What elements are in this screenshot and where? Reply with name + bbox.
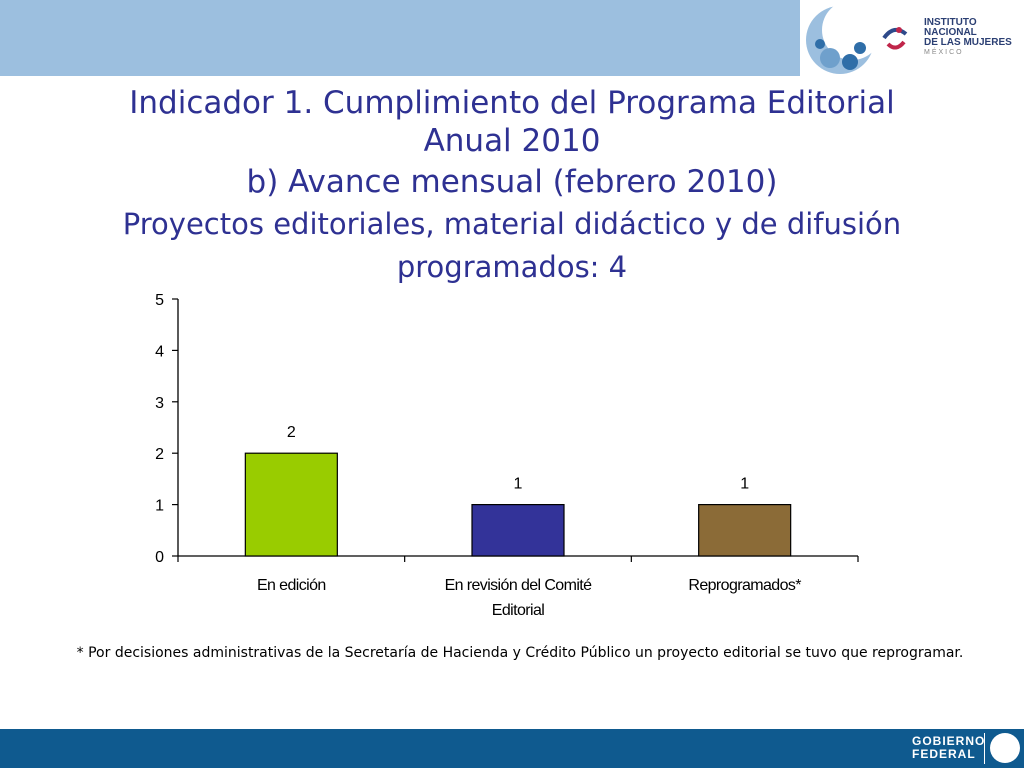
- logo-line-1: INSTITUTO NACIONAL: [924, 17, 977, 38]
- logo-divider: [984, 733, 985, 764]
- y-tick-label: 5: [155, 292, 164, 309]
- logo-text: INSTITUTO NACIONAL DE LAS MUJERES MÉXICO: [924, 18, 1024, 58]
- x-category-label: En edición: [257, 577, 326, 594]
- y-tick-label: 2: [155, 446, 164, 463]
- title-line-4: Proyectos editoriales, material didáctic…: [122, 207, 902, 241]
- title-line-2: Anual 2010: [423, 123, 601, 159]
- gobierno-federal-text: GOBIERNO FEDERAL: [912, 735, 985, 761]
- logo-line-2: DE LAS MUJERES: [924, 37, 1012, 48]
- bar-chart: 0 1 2 3 4 5 2 En edición 1 En revisión del Comité…: [155, 292, 859, 619]
- data-label: 1: [514, 476, 523, 493]
- bar: [244, 452, 338, 557]
- title-line-1: Indicador 1. Cumplimiento del Programa E…: [129, 85, 895, 121]
- footnote: * Por decisiones administrativas de la S…: [76, 645, 964, 661]
- y-tick-label: 3: [155, 395, 164, 412]
- bar: [698, 504, 792, 557]
- gob-line-1: GOBIERNO: [912, 734, 986, 748]
- y-tick-label: 1: [155, 498, 164, 515]
- x-category-label: Reprogramados*: [688, 577, 801, 594]
- y-tick-label: 0: [155, 549, 164, 566]
- gob-line-2: FEDERAL: [912, 747, 976, 761]
- y-tick-label: 4: [155, 343, 164, 360]
- x-category-label: En revisión del Comité: [445, 577, 593, 594]
- footer-band: [0, 729, 1024, 768]
- inmujeres-logo: INSTITUTO NACIONAL DE LAS MUJERES MÉXICO: [800, 0, 1024, 76]
- logo-line-3: MÉXICO: [924, 49, 964, 56]
- logo-swirl-icon: [806, 0, 908, 74]
- gobierno-federal-logo: GOBIERNO FEDERAL: [906, 729, 1024, 768]
- data-label: 2: [287, 424, 296, 441]
- x-category-label: Editorial: [492, 602, 544, 619]
- data-label: 1: [740, 476, 749, 493]
- title-line-5: programados: 4: [396, 250, 628, 284]
- bar: [471, 504, 565, 557]
- title-line-3: b) Avance mensual (febrero 2010): [246, 164, 778, 200]
- national-seal-icon: [990, 733, 1020, 763]
